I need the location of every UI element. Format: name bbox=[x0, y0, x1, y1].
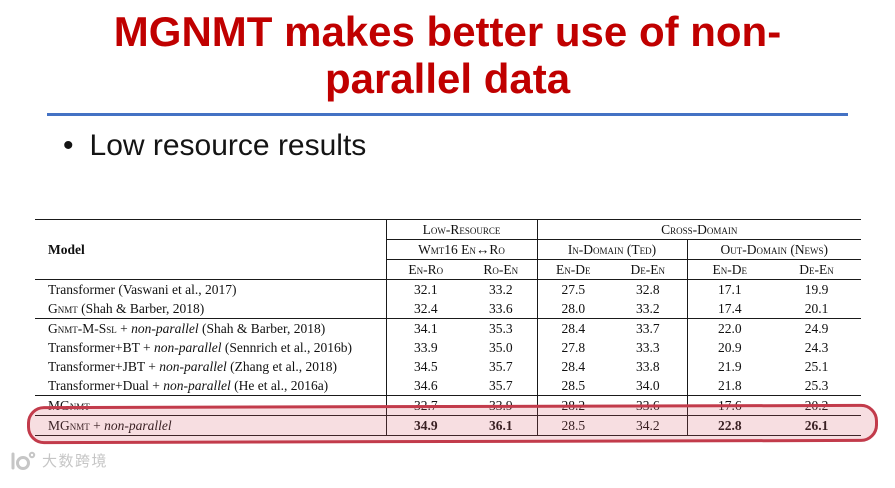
column-group-low-resource: Low-Resource bbox=[385, 219, 537, 240]
score-cell: 35.7 bbox=[488, 358, 513, 374]
results-table-body: Transformer (Vaswani et al., 2017) 32.1 33… bbox=[35, 279, 862, 436]
score-cell: 17.4 bbox=[686, 299, 772, 319]
model-name-cell: Transformer+BT + non-parallel (Sennrich … bbox=[48, 339, 352, 355]
score-cell: 33.2 bbox=[609, 299, 687, 319]
score-cell: 22.0 bbox=[686, 318, 772, 338]
bullet-marker: • bbox=[63, 129, 74, 162]
model-name-cell: Transformer+Dual + non-parallel (He et a… bbox=[35, 376, 386, 396]
watermark: 大数跨境 bbox=[10, 450, 108, 471]
table-row: Transformer+Dual + non-parallel (He et a… bbox=[35, 376, 862, 396]
table-row: MGnmt 32.7 33.9 28.2 33.6 17.6 20.2 bbox=[35, 395, 862, 416]
page-title: MGNMT makes better use of non-parallel d… bbox=[0, 8, 895, 103]
score-cell: 28.4 bbox=[536, 357, 609, 376]
score-cell: 19.9 bbox=[804, 281, 829, 297]
score-cell: 33.6 bbox=[465, 299, 537, 319]
score-cell: 34.0 bbox=[609, 376, 687, 396]
score-cell: 35.0 bbox=[488, 339, 513, 355]
header-group-row: Model Low-Resource Cross-Domain bbox=[35, 219, 862, 280]
column-header-en-de-ted: En-De bbox=[536, 259, 609, 280]
table-row: Transformer (Vaswani et al., 2017) 32.1 33… bbox=[35, 279, 861, 299]
bullet-item: • Low resource results bbox=[63, 129, 366, 163]
page-title-line1: MGNMT makes better use of non- bbox=[113, 8, 782, 55]
score-cell: 25.1 bbox=[804, 358, 829, 374]
score-cell: 34.2 bbox=[609, 415, 687, 436]
score-cell: 24.3 bbox=[804, 339, 829, 355]
column-header-en-ro: En-Ro bbox=[385, 259, 465, 280]
score-cell: 33.9 bbox=[465, 395, 537, 416]
score-cell: 28.5 bbox=[536, 415, 609, 436]
score-cell: 24.9 bbox=[804, 320, 829, 336]
score-cell: 35.7 bbox=[465, 376, 537, 396]
table-row-highlighted: MGnmt + non-parallel 34.9 36.1 28.5 34.2 22.8… bbox=[35, 415, 862, 436]
title-underline-rule bbox=[47, 113, 848, 116]
column-header-de-en-news: De-En bbox=[772, 259, 862, 280]
column-subgroup-out-domain-news: Out-Domain (News) bbox=[686, 239, 862, 260]
column-header-ro-en: Ro-En bbox=[465, 259, 537, 280]
score-cell: 20.1 bbox=[772, 299, 862, 319]
table-row: Transformer+JBT + non-parallel (Zhang et… bbox=[35, 357, 861, 376]
score-cell: 34.1 bbox=[385, 318, 465, 338]
table-row: Gnmt-M-Ssl + non-parallel (Shah & Barber… bbox=[35, 318, 861, 338]
score-cell: 22.8 bbox=[686, 415, 772, 436]
table-row: Gnmt (Shah & Barber, 2018) 32.4 33.6 28.0 33… bbox=[35, 299, 862, 319]
score-cell: 33.2 bbox=[488, 281, 513, 297]
model-name-cell: MGnmt + non-parallel bbox=[35, 415, 386, 436]
score-cell: 20.2 bbox=[772, 395, 862, 416]
score-cell: 20.9 bbox=[686, 338, 772, 357]
score-cell: 36.1 bbox=[465, 415, 537, 436]
column-group-cross-domain: Cross-Domain bbox=[536, 219, 862, 240]
score-cell: 33.7 bbox=[635, 320, 660, 336]
score-cell: 21.8 bbox=[686, 376, 772, 396]
column-header-model: Model bbox=[35, 219, 386, 280]
page-title-line2: parallel data bbox=[324, 55, 571, 103]
score-cell: 28.5 bbox=[536, 376, 609, 396]
column-header-en-de-news: En-De bbox=[686, 259, 772, 280]
score-cell: 21.9 bbox=[686, 357, 772, 376]
watermark-text: 大数跨境 bbox=[42, 453, 109, 470]
watermark-logo-icon bbox=[11, 451, 36, 470]
bullet-text: Low resource results bbox=[89, 129, 367, 162]
score-cell: 32.8 bbox=[635, 281, 660, 297]
score-cell: 28.4 bbox=[536, 318, 609, 338]
score-cell: 32.7 bbox=[385, 395, 465, 416]
table-row: Transformer+BT + non-parallel (Sennrich … bbox=[35, 338, 861, 357]
score-cell: 27.5 bbox=[536, 279, 609, 299]
score-cell: 27.8 bbox=[536, 338, 609, 357]
score-cell: 33.8 bbox=[635, 358, 660, 374]
score-cell: 34.5 bbox=[385, 357, 465, 376]
column-subgroup-in-domain-ted: In-Domain (Ted) bbox=[536, 239, 687, 260]
score-cell: 17.6 bbox=[686, 395, 772, 416]
header-direction-row: En-Ro Ro-En En-De De-En En-De De-En bbox=[35, 259, 862, 280]
score-cell: 25.3 bbox=[772, 376, 862, 396]
model-name-cell: Transformer+JBT + non-parallel (Zhang et… bbox=[48, 358, 337, 374]
column-subgroup-wmt16-en-ro: Wmt16 En↔Ro bbox=[385, 239, 537, 260]
score-cell: 32.1 bbox=[385, 279, 465, 299]
score-cell: 33.6 bbox=[609, 395, 687, 416]
score-cell: 28.0 bbox=[536, 299, 609, 319]
score-cell: 34.6 bbox=[385, 376, 465, 396]
model-name-cell: MGnmt bbox=[35, 395, 386, 416]
model-name-cell: Gnmt-M-Ssl + non-parallel (Shah & Barber… bbox=[48, 320, 326, 336]
header-subgroup-row: Wmt16 En↔Ro In-Domain (Ted) Out-Domain (… bbox=[35, 239, 862, 260]
model-name-cell: Gnmt (Shah & Barber, 2018) bbox=[35, 299, 386, 319]
model-name-cell: Transformer (Vaswani et al., 2017) bbox=[48, 281, 237, 297]
score-cell: 33.3 bbox=[635, 339, 660, 355]
column-header-de-en-ted: De-En bbox=[609, 259, 687, 280]
score-cell: 26.1 bbox=[772, 415, 862, 436]
score-cell: 34.9 bbox=[385, 415, 465, 436]
results-table-container: Model Low-Resource Cross-Domain Wmt16 En… bbox=[26, 219, 879, 445]
score-cell: 28.2 bbox=[536, 395, 609, 416]
score-cell: 35.3 bbox=[488, 320, 513, 336]
score-cell: 17.1 bbox=[686, 279, 772, 299]
score-cell: 33.9 bbox=[385, 338, 465, 357]
score-cell: 32.4 bbox=[385, 299, 465, 319]
results-table: Model Low-Resource Cross-Domain Wmt16 En… bbox=[35, 219, 862, 436]
